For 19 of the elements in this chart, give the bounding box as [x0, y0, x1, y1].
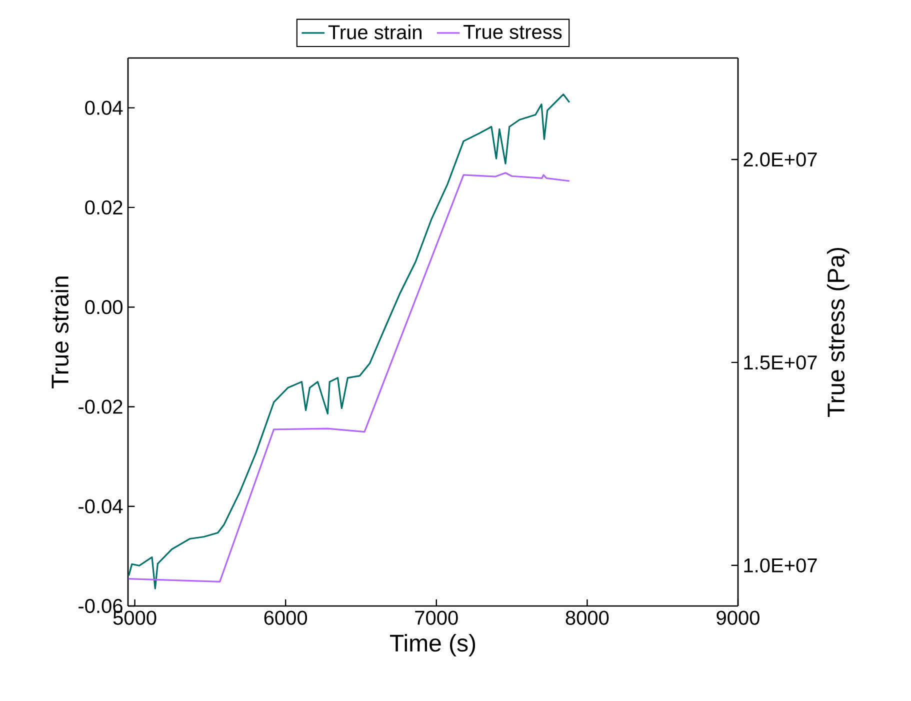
- legend-label: True stress: [464, 25, 562, 39]
- y-tick-label: 0.00: [85, 300, 122, 314]
- y-tick-label: 0.02: [85, 200, 122, 215]
- x-tick-label: 6000: [264, 610, 308, 625]
- y2-axis-title: True stress (Pa): [826, 248, 850, 418]
- x-axis-title: Time (s): [390, 634, 476, 656]
- y2-tick-label: 1.0E+07: [744, 558, 817, 572]
- x-tick-label: 9000: [716, 610, 760, 625]
- y-tick-label: -0.04: [78, 499, 123, 514]
- x-tick-label: 7000: [415, 610, 458, 625]
- y2-tick-label: 1.5E+07: [744, 355, 817, 370]
- y-tick-label: -0.02: [78, 400, 122, 414]
- x-tick-label: 8000: [566, 610, 609, 625]
- y2-tick-label: 2.0E+07: [744, 152, 817, 167]
- legend-label: True strain: [328, 24, 422, 40]
- line-series: [128, 94, 570, 590]
- y-tick-label: 0.04: [85, 100, 123, 115]
- y-axis-title: True strain: [50, 276, 69, 388]
- line-series: [128, 172, 570, 582]
